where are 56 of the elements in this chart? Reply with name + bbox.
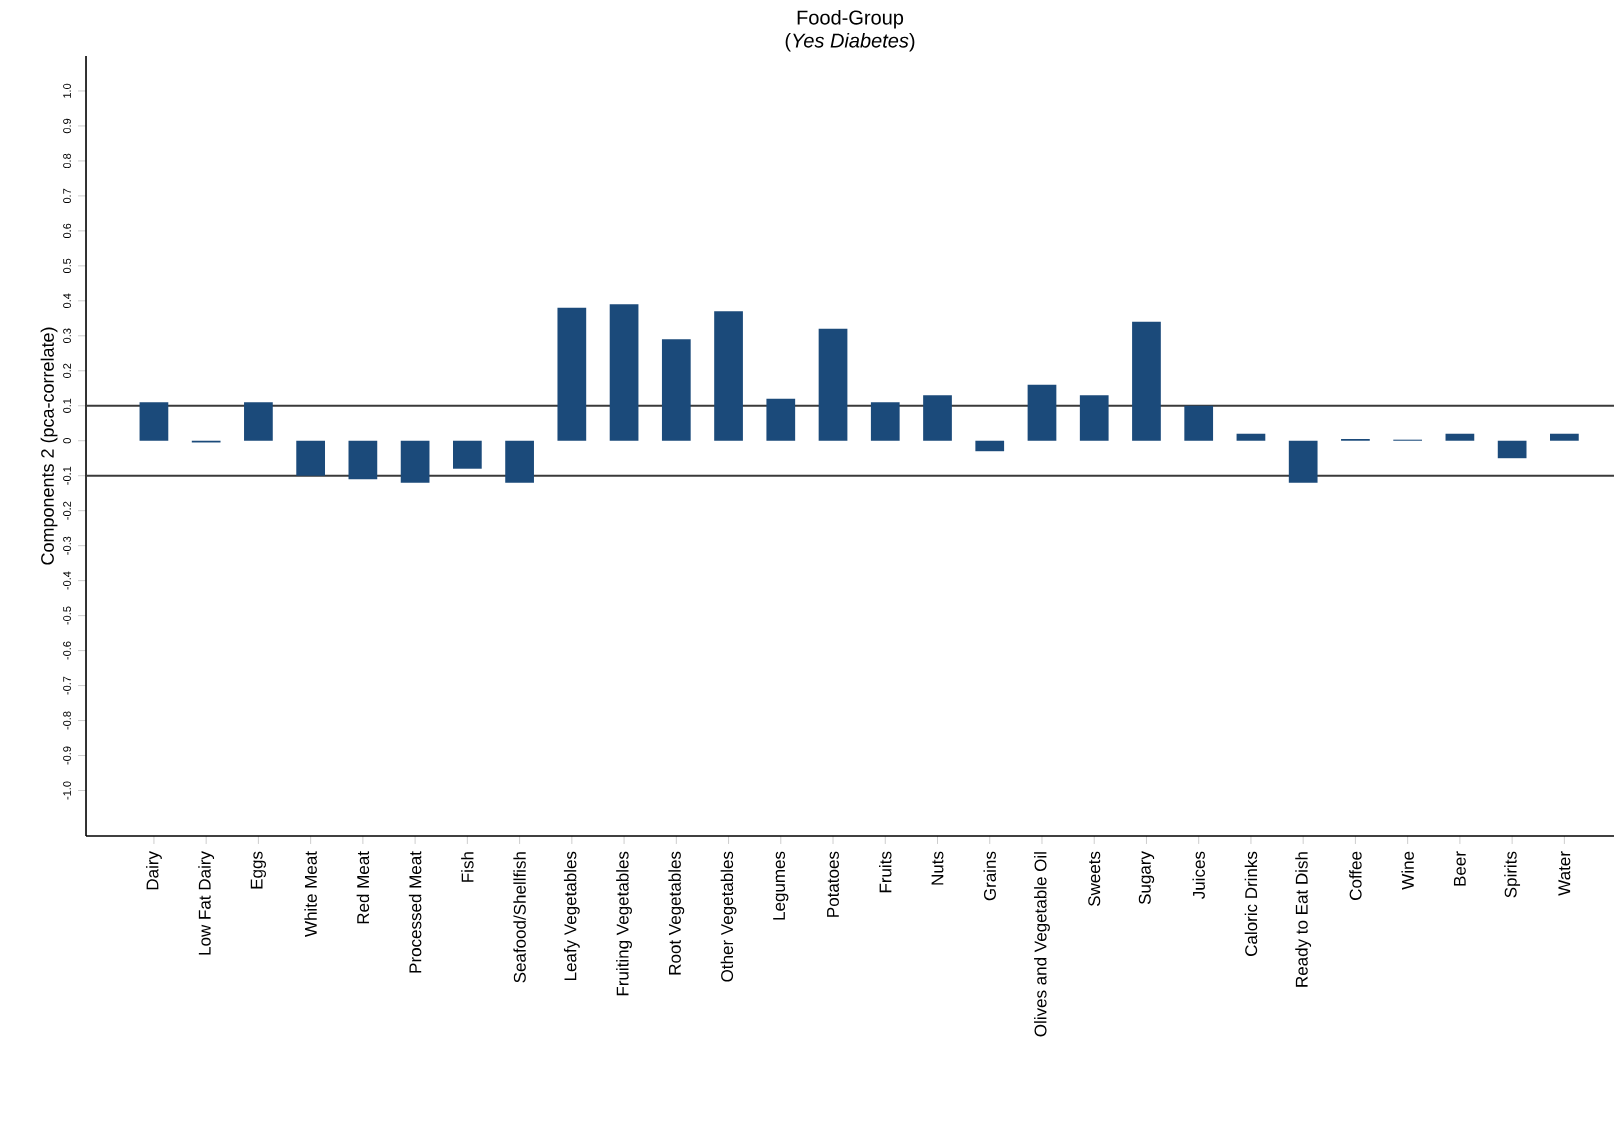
bar	[766, 398, 796, 441]
x-tick-label: Leafy Vegetables	[563, 851, 580, 981]
x-tick-label: Other Vegetables	[720, 851, 737, 982]
x-tick-label: Spirits	[1504, 851, 1521, 898]
bar	[1445, 433, 1475, 441]
x-tick-label: Coffee	[1349, 851, 1362, 900]
bar	[348, 440, 378, 480]
bar	[557, 307, 587, 441]
x-tick-label: White Meat	[304, 851, 317, 937]
bar	[714, 311, 743, 441]
x-tick-label: Potatoes	[827, 851, 839, 917]
chart-subtitle: (Yes Diabetes)	[785, 32, 915, 52]
bar	[1236, 433, 1266, 441]
bar	[139, 402, 169, 441]
bar	[1184, 405, 1214, 441]
bar	[452, 440, 482, 469]
x-tick-label: Legumes	[773, 851, 789, 920]
bar	[244, 402, 273, 441]
x-tick-label: Nuts	[931, 851, 944, 885]
bar	[661, 339, 691, 441]
chart-title: Food-Group	[797, 9, 904, 29]
x-tick-label: Eggs	[250, 851, 266, 889]
bar	[609, 304, 639, 441]
bar	[400, 440, 430, 483]
x-tick-label: Caloric Drinks	[1244, 851, 1258, 956]
bar	[296, 440, 326, 476]
x-tick-label: Beer	[1453, 851, 1466, 886]
x-tick-label: Juices	[1192, 851, 1205, 899]
y-axis-title: Components 2 (pca-correlate)	[40, 327, 58, 565]
x-tick-label: Sugary	[1138, 851, 1155, 905]
x-tick-label: Water	[1558, 851, 1571, 896]
bar	[1027, 384, 1057, 441]
x-tick-label: Fish	[461, 852, 474, 882]
bar	[1079, 395, 1109, 441]
bar	[1497, 440, 1527, 459]
x-tick-label: Low Fat Dairy	[198, 851, 215, 955]
bar	[505, 440, 534, 483]
x-tick-label: Processed Meat	[408, 851, 422, 973]
x-tick-label: Sweets	[1088, 851, 1101, 906]
x-tick-label: Ready to Eat Dish	[1295, 852, 1312, 987]
x-tick-label: Root Vegetables	[668, 851, 685, 975]
x-tick-label: Red Meat	[356, 851, 370, 924]
bar	[870, 402, 900, 441]
bar	[1288, 440, 1318, 483]
x-tick-label: Fruiting Vegetables	[616, 851, 632, 996]
bar	[1132, 321, 1161, 441]
bar	[975, 440, 1005, 452]
bar	[923, 395, 952, 441]
x-tick-label: Grains	[983, 851, 996, 901]
x-tick-label: Seafood/Shellfish	[513, 852, 526, 983]
x-tick-label: Wine	[1401, 851, 1414, 890]
bar	[1550, 433, 1579, 441]
bar	[818, 328, 848, 441]
x-tick-label: Olives and Vegetable Oil	[1034, 852, 1050, 1037]
x-tick-label: Fruits	[879, 851, 892, 893]
x-tick-label: Dairy	[145, 851, 162, 890]
